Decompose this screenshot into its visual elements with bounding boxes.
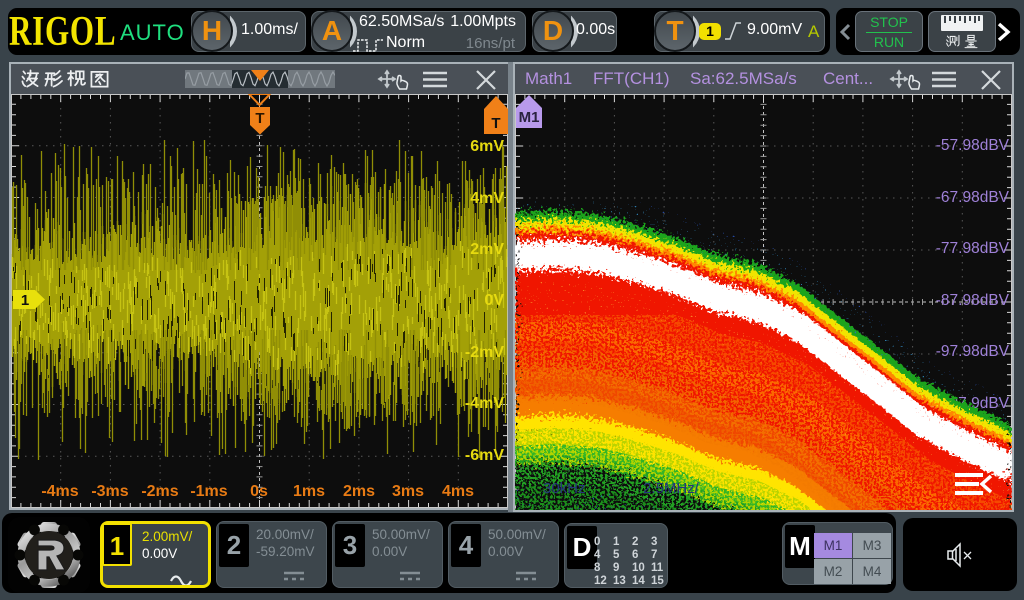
- svg-text:-97.98dBV: -97.98dBV: [936, 343, 1010, 360]
- svg-text:6mV: 6mV: [470, 138, 504, 155]
- svg-text:2mV: 2mV: [470, 241, 504, 258]
- svg-text:-67.98dBV: -67.98dBV: [936, 189, 1010, 206]
- svg-text:3ms: 3ms: [392, 483, 424, 500]
- svg-text:0s: 0s: [250, 483, 268, 500]
- svg-text:-2ms: -2ms: [141, 483, 178, 500]
- svg-text:0V: 0V: [484, 292, 504, 309]
- svg-text:-77.98dBV: -77.98dBV: [936, 240, 1010, 257]
- svg-text:M1: M1: [519, 109, 540, 126]
- svg-text:-4ms: -4ms: [41, 483, 78, 500]
- svg-text:-2mV: -2mV: [465, 344, 504, 361]
- svg-text:T: T: [491, 115, 500, 132]
- svg-text:-6mV: -6mV: [465, 447, 504, 464]
- svg-text:2.5MHz/: 2.5MHz/: [643, 480, 700, 497]
- svg-text:2ms: 2ms: [343, 483, 375, 500]
- svg-text:T: T: [255, 110, 264, 127]
- svg-text:4mV: 4mV: [470, 190, 504, 207]
- svg-text:1: 1: [21, 292, 29, 309]
- svg-text:-3ms: -3ms: [91, 483, 128, 500]
- svg-text:4ms: 4ms: [442, 483, 474, 500]
- svg-text:-57.98dBV: -57.98dBV: [936, 137, 1010, 154]
- svg-text:1ms: 1ms: [293, 483, 325, 500]
- svg-text:-87.98dBV: -87.98dBV: [936, 292, 1010, 309]
- svg-text:30kHz: 30kHz: [543, 480, 586, 497]
- svg-text:-4mV: -4mV: [465, 395, 504, 412]
- svg-text:-1ms: -1ms: [190, 483, 227, 500]
